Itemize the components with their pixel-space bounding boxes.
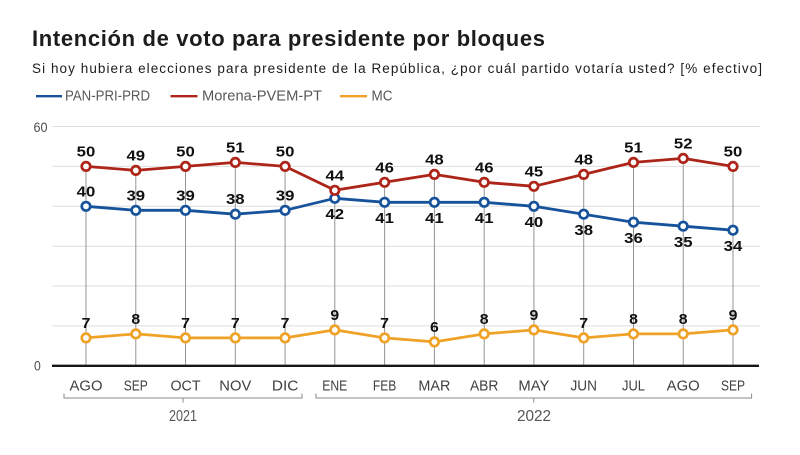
- svg-text:NOV: NOV: [219, 378, 251, 394]
- svg-text:51: 51: [624, 139, 643, 156]
- svg-text:50: 50: [276, 143, 295, 160]
- svg-text:Si hoy hubiera elecciones para: Si hoy hubiera elecciones para president…: [32, 61, 762, 76]
- svg-text:AGO: AGO: [70, 378, 103, 394]
- svg-text:Morena-PVEM-PT: Morena-PVEM-PT: [202, 89, 322, 105]
- svg-text:7: 7: [231, 315, 240, 332]
- svg-text:9: 9: [729, 307, 738, 324]
- svg-text:44: 44: [326, 167, 345, 184]
- svg-text:38: 38: [574, 222, 593, 239]
- svg-text:JUL: JUL: [622, 378, 645, 394]
- svg-text:45: 45: [525, 163, 544, 180]
- svg-text:Intención de voto para preside: Intención de voto para presidente por bl…: [32, 26, 545, 51]
- svg-text:7: 7: [579, 315, 588, 332]
- svg-text:41: 41: [375, 210, 394, 227]
- svg-text:7: 7: [380, 315, 389, 332]
- svg-text:60: 60: [34, 119, 48, 135]
- svg-text:MAR: MAR: [418, 378, 450, 394]
- svg-text:AGO: AGO: [667, 378, 700, 394]
- svg-text:7: 7: [82, 315, 91, 332]
- svg-text:52: 52: [674, 135, 693, 152]
- svg-text:ABR: ABR: [470, 378, 499, 394]
- svg-text:39: 39: [176, 187, 195, 204]
- svg-text:FEB: FEB: [373, 378, 397, 394]
- svg-text:8: 8: [629, 311, 638, 328]
- svg-text:PAN-PRI-PRD: PAN-PRI-PRD: [65, 89, 150, 105]
- svg-text:46: 46: [375, 159, 394, 176]
- svg-text:2022: 2022: [517, 408, 551, 425]
- svg-text:48: 48: [425, 151, 444, 168]
- svg-text:MAY: MAY: [518, 378, 549, 394]
- svg-text:SEP: SEP: [721, 378, 745, 394]
- svg-text:MC: MC: [372, 89, 393, 105]
- svg-text:ENE: ENE: [322, 378, 347, 394]
- svg-text:35: 35: [674, 234, 693, 251]
- svg-text:39: 39: [127, 187, 146, 204]
- svg-text:50: 50: [77, 143, 96, 160]
- svg-text:50: 50: [724, 143, 743, 160]
- svg-text:34: 34: [724, 238, 743, 255]
- svg-text:41: 41: [475, 210, 494, 227]
- svg-text:7: 7: [281, 315, 290, 332]
- svg-text:6: 6: [430, 319, 439, 336]
- svg-text:40: 40: [525, 214, 544, 231]
- svg-text:36: 36: [624, 230, 643, 247]
- svg-text:38: 38: [226, 191, 245, 208]
- svg-text:40: 40: [77, 183, 96, 200]
- svg-text:0: 0: [34, 357, 41, 373]
- svg-text:42: 42: [326, 206, 345, 223]
- svg-text:49: 49: [127, 147, 146, 164]
- svg-text:41: 41: [425, 210, 444, 227]
- svg-text:46: 46: [475, 159, 494, 176]
- svg-text:9: 9: [330, 307, 339, 324]
- svg-text:9: 9: [530, 307, 539, 324]
- svg-text:SEP: SEP: [124, 378, 148, 394]
- svg-text:OCT: OCT: [171, 378, 201, 394]
- svg-text:8: 8: [679, 311, 688, 328]
- svg-text:51: 51: [226, 139, 245, 156]
- svg-text:7: 7: [181, 315, 190, 332]
- svg-text:39: 39: [276, 187, 295, 204]
- svg-text:8: 8: [131, 311, 140, 328]
- svg-text:2021: 2021: [169, 408, 197, 425]
- svg-text:48: 48: [574, 151, 593, 168]
- svg-text:JUN: JUN: [570, 378, 597, 394]
- svg-text:DIC: DIC: [272, 378, 299, 394]
- svg-text:50: 50: [176, 143, 195, 160]
- svg-text:8: 8: [480, 311, 489, 328]
